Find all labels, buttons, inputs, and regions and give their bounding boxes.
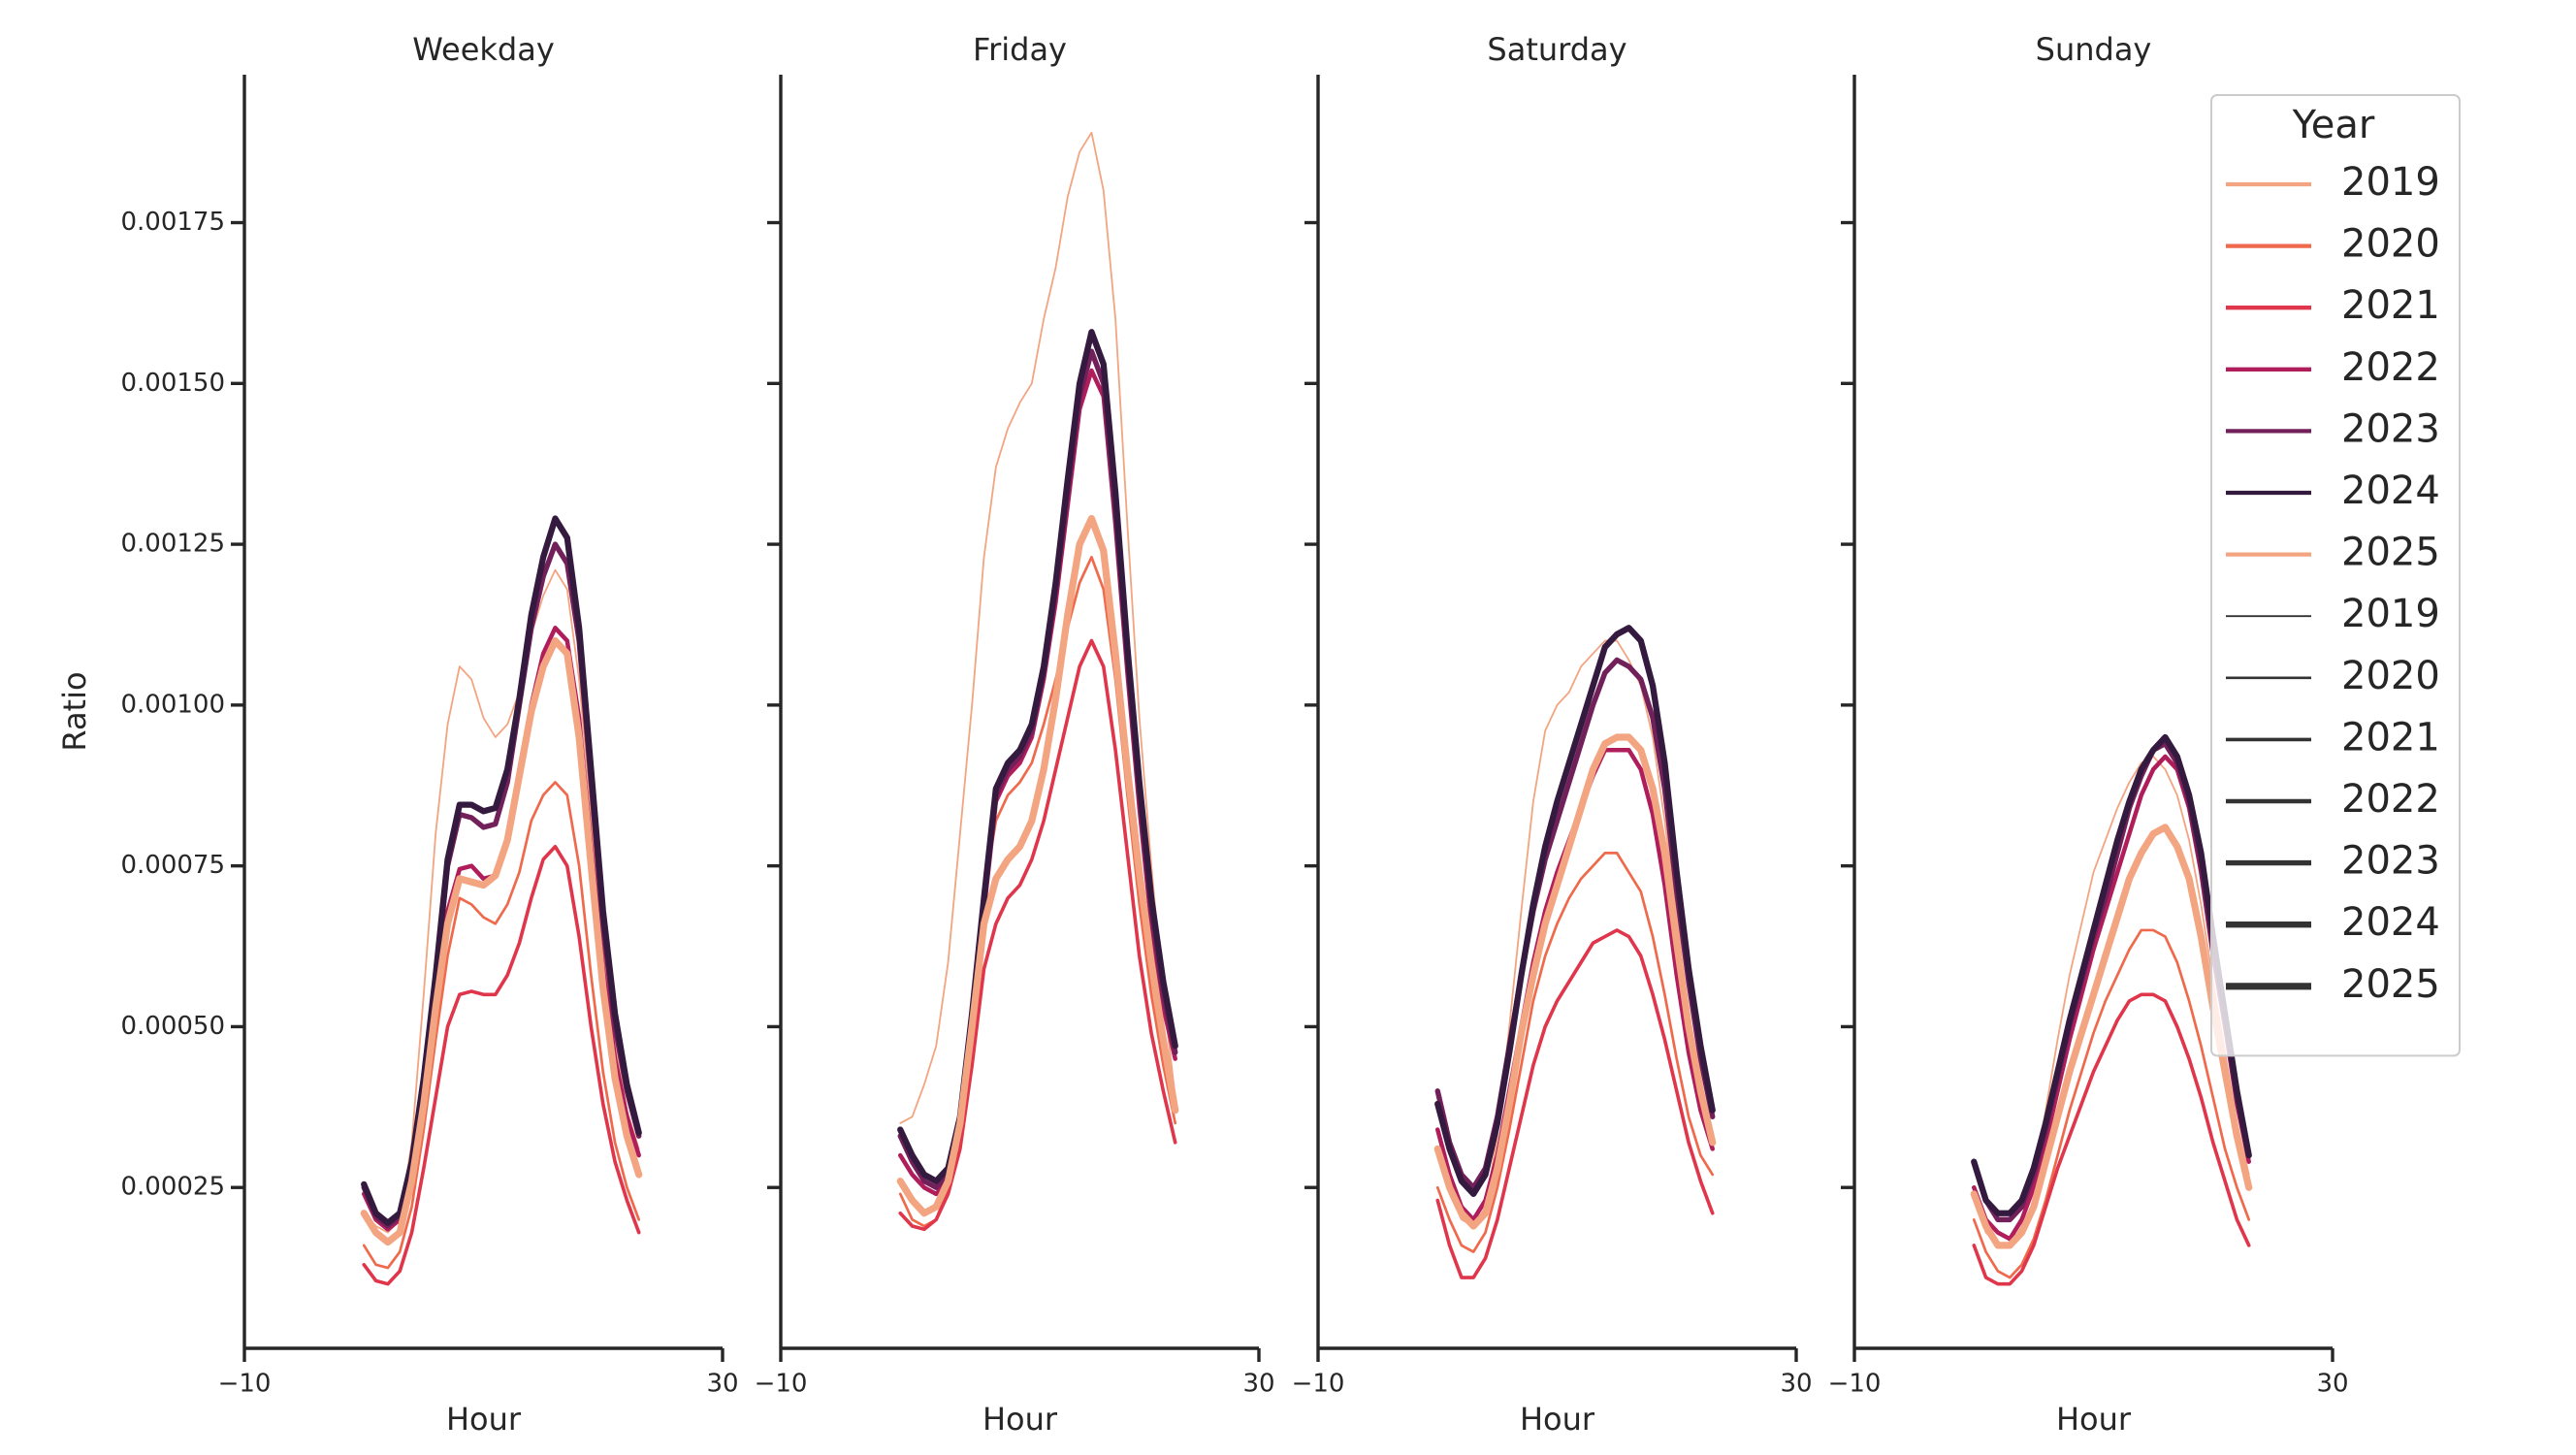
y-tick-label: 0.00175 xyxy=(120,208,225,237)
y-axis-label: Ratio xyxy=(56,671,93,751)
legend-size-label: 2024 xyxy=(2341,900,2440,945)
panel-title: Friday xyxy=(973,31,1067,68)
x-axis-label: Hour xyxy=(1520,1401,1595,1438)
panel-title: Weekday xyxy=(412,31,555,68)
x-tick-label: −10 xyxy=(755,1370,808,1399)
legend-size-label: 2019 xyxy=(2341,592,2440,636)
x-tick-label: −10 xyxy=(1828,1370,1882,1399)
series-line xyxy=(1973,756,2250,1246)
series-line xyxy=(361,541,642,1229)
legend-label: 2025 xyxy=(2341,531,2440,575)
x-tick-label: 30 xyxy=(2316,1370,2348,1399)
panel-title: Sunday xyxy=(2036,31,2152,68)
x-tick-label: 30 xyxy=(1242,1370,1274,1399)
series-line xyxy=(896,514,1179,1217)
legend-label: 2021 xyxy=(2341,283,2440,328)
x-axis-label: Hour xyxy=(982,1401,1058,1438)
series-line xyxy=(362,781,641,1270)
legend-label: 2024 xyxy=(2341,469,2440,513)
legend-size-label: 2022 xyxy=(2341,777,2440,822)
legend-label: 2023 xyxy=(2341,406,2440,451)
series-line xyxy=(1970,824,2253,1249)
series-line xyxy=(1435,928,1715,1279)
legend-size-label: 2021 xyxy=(2341,715,2440,760)
series-line xyxy=(361,515,642,1226)
y-tick-label: 0.00075 xyxy=(120,851,225,880)
x-tick-label: −10 xyxy=(1292,1370,1345,1399)
series-line xyxy=(898,638,1177,1232)
legend-size-label: 2025 xyxy=(2341,962,2440,1007)
y-tick-label: 0.00050 xyxy=(120,1012,225,1041)
series-line xyxy=(1972,992,2251,1286)
series-line xyxy=(1434,625,1716,1197)
series-line xyxy=(1972,754,2251,1242)
series-line xyxy=(1435,852,1715,1253)
legend-box xyxy=(2210,94,2461,1057)
series-line xyxy=(1972,928,2251,1279)
series-line xyxy=(362,844,641,1286)
x-axis-label: Hour xyxy=(446,1401,522,1438)
series-line xyxy=(1971,733,2252,1216)
series-line xyxy=(899,131,1176,1124)
legend-size-label: 2023 xyxy=(2341,839,2440,884)
x-tick-label: −10 xyxy=(218,1370,272,1399)
legend-label: 2019 xyxy=(2341,160,2440,205)
x-tick-label: 30 xyxy=(706,1370,738,1399)
legend-size-label: 2020 xyxy=(2341,654,2440,698)
y-tick-label: 0.00125 xyxy=(120,530,225,559)
legend-label: 2022 xyxy=(2341,345,2440,390)
series-line xyxy=(1433,733,1717,1230)
legend-title: Year xyxy=(2292,103,2375,147)
panel-title: Saturday xyxy=(1487,31,1626,68)
y-tick-label: 0.00100 xyxy=(120,690,225,719)
series-line xyxy=(360,636,643,1246)
legend-label: 2020 xyxy=(2341,222,2440,267)
y-tick-label: 0.00150 xyxy=(120,369,225,398)
series-line xyxy=(898,556,1177,1228)
series-line xyxy=(897,329,1178,1184)
x-tick-label: 30 xyxy=(1780,1370,1812,1399)
x-axis-label: Hour xyxy=(2056,1401,2132,1438)
y-tick-label: 0.00025 xyxy=(120,1173,225,1202)
